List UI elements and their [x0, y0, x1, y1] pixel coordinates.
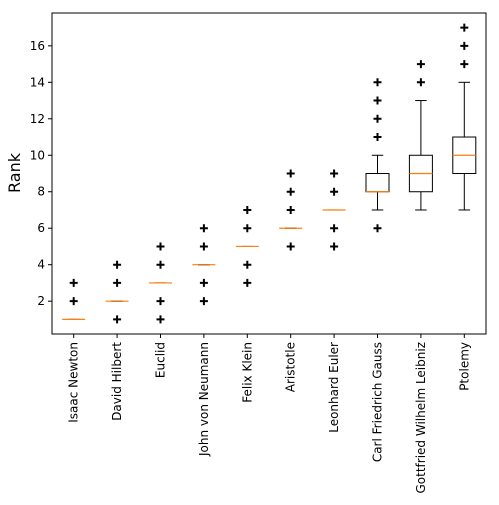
outlier-point [330, 242, 339, 251]
outlier-point [113, 278, 122, 287]
y-axis: 2 4 6 8 10 12 14 16 [30, 39, 52, 308]
box-group [192, 224, 216, 306]
outlier-point [416, 78, 425, 87]
outlier-point [199, 278, 208, 287]
outlier-point [199, 224, 208, 233]
outlier-point [156, 297, 165, 306]
outlier-point [330, 224, 339, 233]
outlier-point [156, 260, 165, 269]
x-tick-label: Isaac Newton [67, 342, 81, 423]
outlier-point [286, 169, 295, 178]
box-group [279, 169, 303, 251]
box-group [365, 78, 390, 233]
outlier-point [199, 242, 208, 251]
x-tick-label: Felix Klein [240, 342, 254, 403]
y-tick-label: 10 [30, 148, 45, 162]
y-axis-title: Rank [5, 152, 24, 193]
outlier-point [330, 169, 339, 178]
outlier-point [156, 315, 165, 324]
plot-area [62, 23, 477, 324]
outlier-point [286, 187, 295, 196]
x-tick-label: John von Neumann [197, 342, 211, 457]
box-group [62, 278, 86, 321]
outlier-point [243, 260, 252, 269]
outlier-point [330, 187, 339, 196]
box-group [149, 242, 172, 324]
outlier-point [373, 78, 382, 87]
box-group [105, 260, 129, 324]
outlier-point [243, 205, 252, 214]
outlier-point [460, 41, 469, 50]
outlier-point [460, 23, 469, 32]
box-group [322, 169, 346, 251]
outlier-point [113, 315, 122, 324]
y-tick-label: 8 [37, 185, 45, 199]
outlier-point [460, 60, 469, 69]
y-tick-label: 16 [30, 39, 45, 53]
y-tick-label: 4 [37, 258, 45, 272]
outlier-point [199, 297, 208, 306]
outlier-point [243, 278, 252, 287]
y-tick-label: 12 [30, 112, 45, 126]
x-tick-label: Euclid [154, 342, 168, 378]
x-tick-label: Leonhard Euler [327, 342, 341, 433]
box-group [235, 205, 259, 287]
outlier-point [286, 242, 295, 251]
y-tick-label: 14 [30, 75, 45, 89]
x-tick-label: Ptolemy [457, 342, 471, 391]
y-tick-label: 2 [37, 294, 45, 308]
x-axis: Isaac Newton David Hilbert Euclid John von … [67, 334, 471, 494]
outlier-point [373, 224, 382, 233]
outlier-point [373, 114, 382, 123]
outlier-point [156, 242, 165, 251]
plot-frame [51, 12, 487, 335]
outlier-point [243, 224, 252, 233]
outlier-point [113, 260, 122, 269]
x-tick-label: Carl Friedrich Gauss [371, 342, 385, 462]
outlier-point [373, 96, 382, 105]
box-group [452, 23, 477, 211]
outlier-point [416, 60, 425, 69]
outlier-point [373, 133, 382, 142]
box-group [408, 60, 433, 211]
x-tick-label: Aristotle [284, 342, 298, 392]
x-tick-label: David Hilbert [110, 342, 124, 421]
outlier-point [69, 278, 78, 287]
outlier-point [69, 297, 78, 306]
outlier-point [286, 205, 295, 214]
y-tick-label: 6 [37, 221, 45, 235]
x-tick-label: Gottfried Wilhelm Leibniz [414, 342, 428, 494]
